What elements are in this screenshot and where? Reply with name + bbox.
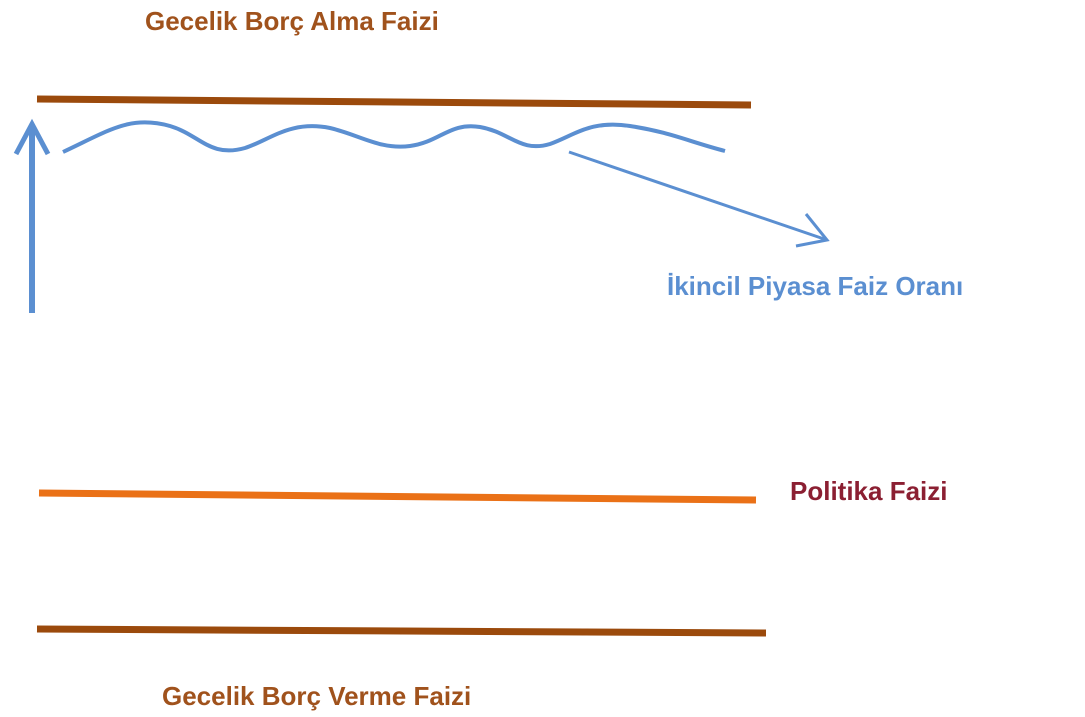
policy-line: [38, 489, 757, 504]
top-label: Gecelik Borç Alma Faizi: [145, 6, 439, 36]
bottom-label: Gecelik Borç Verme Faizi: [162, 681, 471, 711]
up-arrow-head: [13, 118, 51, 156]
policy-label: Politika Faizi: [790, 476, 948, 506]
pointer-head: [795, 213, 830, 248]
secondary-label: İkincil Piyasa Faiz Oranı: [667, 271, 963, 301]
bottom-line: [36, 625, 767, 637]
top-line: [36, 95, 752, 109]
secondary-pointer: [568, 150, 828, 242]
secondary-wave: [62, 120, 726, 154]
